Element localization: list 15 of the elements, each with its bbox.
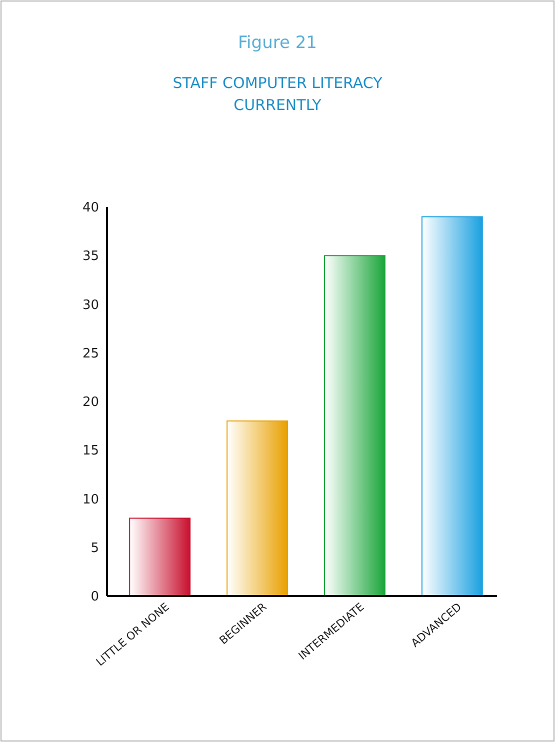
y-tick-label: 15 [82, 444, 99, 459]
y-tick-label: 25 [82, 346, 99, 362]
chart-title: Figure 21 [238, 33, 317, 53]
y-tick-label: 0 [90, 590, 99, 605]
bar [226, 420, 288, 596]
bar [129, 518, 191, 596]
chart-subtitle: STAFF COMPUTER LITERACY CURRENTLY [172, 74, 384, 114]
y-tick-label: 20 [82, 395, 99, 410]
y-tick-label: 5 [90, 540, 99, 556]
y-tick-label: 10 [82, 492, 99, 508]
bar [324, 255, 386, 596]
y-tick-label: 35 [82, 249, 99, 264]
bar [421, 216, 483, 596]
y-tick-label: 40 [82, 200, 99, 216]
y-tick-label: 30 [82, 298, 99, 313]
